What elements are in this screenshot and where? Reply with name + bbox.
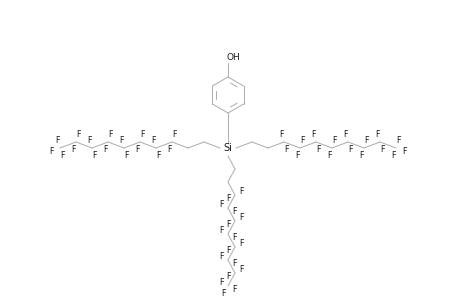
Text: F: F — [218, 252, 223, 261]
Text: F: F — [71, 145, 75, 154]
Text: F: F — [374, 130, 379, 140]
Text: F: F — [124, 151, 129, 160]
Text: F: F — [279, 130, 283, 140]
Text: F: F — [300, 136, 304, 146]
Text: F: F — [172, 130, 177, 140]
Text: F: F — [239, 265, 243, 274]
Text: F: F — [140, 130, 145, 140]
Text: F: F — [92, 151, 97, 160]
Text: OH: OH — [226, 52, 239, 62]
Text: F: F — [239, 239, 243, 248]
Text: F: F — [221, 290, 225, 298]
Text: F: F — [232, 233, 236, 242]
Text: F: F — [55, 136, 60, 146]
Text: F: F — [151, 136, 155, 146]
Text: F: F — [295, 151, 299, 160]
Text: F: F — [226, 246, 230, 255]
Text: F: F — [226, 220, 230, 229]
Text: F: F — [103, 145, 107, 154]
Text: F: F — [119, 136, 123, 146]
Text: F: F — [167, 145, 171, 154]
Text: F: F — [108, 130, 112, 140]
Text: F: F — [232, 259, 236, 268]
Text: F: F — [226, 194, 230, 203]
Text: F: F — [284, 145, 288, 154]
Text: F: F — [310, 130, 315, 140]
Text: F: F — [347, 145, 352, 154]
Text: F: F — [316, 145, 320, 154]
Text: F: F — [380, 145, 384, 154]
Text: F: F — [326, 151, 331, 160]
Text: F: F — [218, 226, 223, 235]
Text: F: F — [60, 151, 65, 160]
Text: F: F — [396, 136, 400, 146]
Text: F: F — [401, 147, 406, 156]
Text: F: F — [226, 272, 230, 281]
Text: F: F — [239, 213, 243, 222]
Text: F: F — [156, 151, 161, 160]
Text: F: F — [49, 147, 54, 156]
Text: F: F — [342, 130, 347, 140]
Text: Si: Si — [223, 143, 232, 153]
Text: F: F — [239, 187, 243, 196]
Text: F: F — [232, 285, 236, 294]
Text: F: F — [87, 136, 91, 146]
Text: F: F — [364, 136, 368, 146]
Text: F: F — [390, 151, 395, 160]
Text: F: F — [358, 151, 363, 160]
Text: F: F — [232, 207, 236, 216]
Text: F: F — [218, 278, 223, 287]
Text: F: F — [76, 130, 81, 140]
Text: F: F — [218, 200, 223, 209]
Text: F: F — [135, 145, 140, 154]
Text: F: F — [332, 136, 336, 146]
